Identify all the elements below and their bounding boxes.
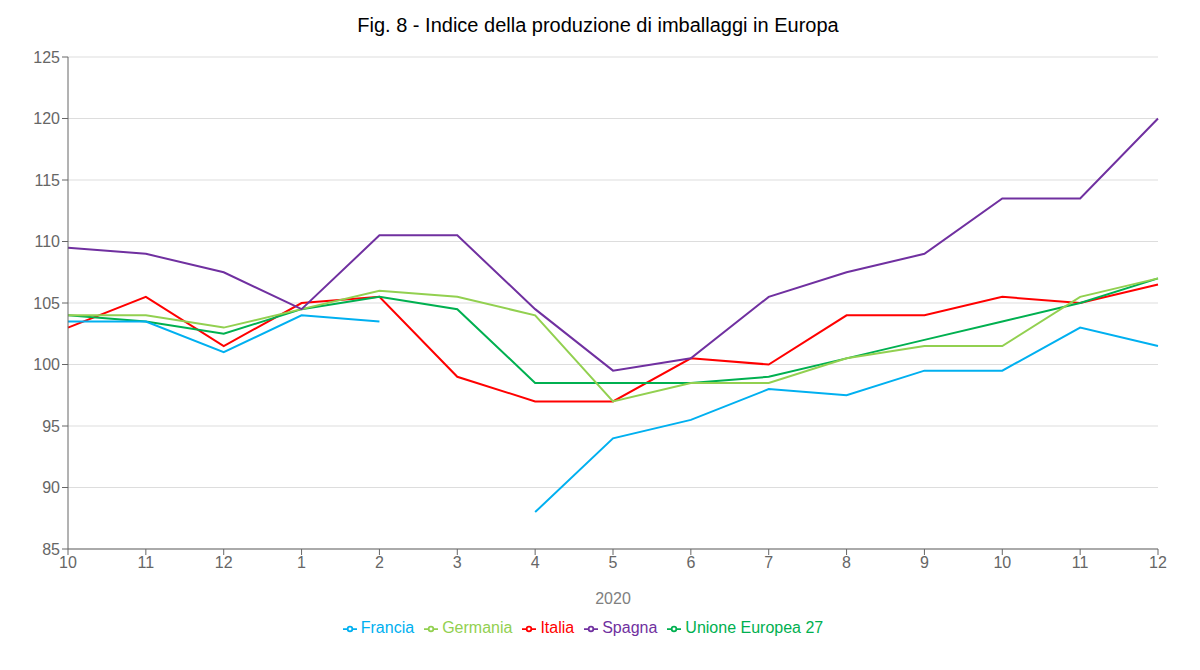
svg-text:4: 4 [531,554,540,571]
svg-text:10: 10 [993,554,1011,571]
svg-text:100: 100 [33,356,60,373]
html-text:Spagna: Spagna [602,619,658,636]
html-text:Unione Europea 27: Unione Europea 27 [685,619,824,636]
html-text:Germania: Germania [442,619,513,636]
svg-text:3: 3 [453,554,462,571]
svg-text:1: 1 [297,554,306,571]
svg-text:9: 9 [920,554,929,571]
svg-text:120: 120 [33,110,60,127]
svg-text:10: 10 [59,554,77,571]
svg-text:95: 95 [42,418,60,435]
html-text:Italia: Italia [540,619,575,636]
svg-text:105: 105 [33,295,60,312]
svg-text:125: 125 [33,49,60,66]
svg-text:12: 12 [1149,554,1167,571]
svg-text:11: 11 [1072,554,1089,571]
svg-text:90: 90 [42,479,60,496]
html-text:Fig. 8 - Indice della produzio: Fig. 8 - Indice della produzione di imba… [357,14,839,36]
svg-text:7: 7 [764,554,773,571]
svg-text:110: 110 [34,233,60,250]
svg-text:115: 115 [34,172,60,189]
svg-text:2020: 2020 [595,590,631,607]
svg-text:6: 6 [686,554,695,571]
svg-text:85: 85 [42,541,60,558]
svg-text:8: 8 [842,554,851,571]
svg-text:11: 11 [138,554,155,571]
svg-text:5: 5 [609,554,618,571]
html-text:Francia: Francia [360,619,415,636]
svg-text:12: 12 [215,554,233,571]
svg-text:2: 2 [375,554,384,571]
